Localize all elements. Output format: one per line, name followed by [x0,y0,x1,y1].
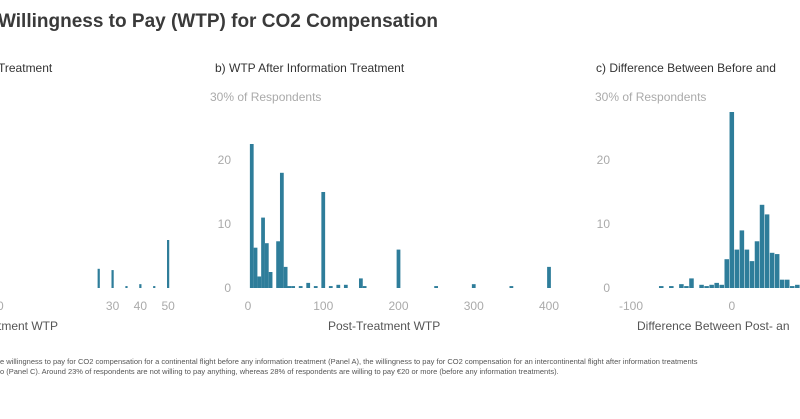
panel-3-bar [779,279,785,288]
panel-2-bar [257,276,262,288]
panel-3-bar [689,278,694,288]
panel-2-bar [276,241,280,288]
panel-2-bar [264,243,269,288]
panel-2-bar [343,284,348,288]
panel-2-bar [291,286,296,288]
figure-title: Willingness to Pay (WTP) for CO2 Compens… [0,11,439,32]
panel-3-bar [714,282,719,288]
panel-3-bar [744,249,750,288]
panel-2-xtick-label: 400 [539,299,559,313]
panel-2-bar [547,266,551,288]
panel-1-xlabel: tment WTP [0,319,58,333]
panel-3-ytick-label: 0 [603,281,610,295]
panel-3-xtick-label: -100 [619,299,643,313]
panel-3-bar [684,286,689,288]
panel-1-xtick-label: 40 [134,299,148,313]
panel-3-bar [704,286,709,288]
panel-1-title: Treatment [0,61,53,75]
panel-2-bar [306,282,311,288]
panel-3-bar [734,249,740,288]
panel-3-bar [774,254,780,288]
panel-1-bar [111,270,114,288]
panel-2-xtick-label: 300 [464,299,484,313]
panel-2-ytick-label: 0 [224,281,231,295]
panel-2-title: b) WTP After Information Treatment [215,61,405,75]
panel-2-xtick-label: 100 [313,299,333,313]
panel-3-bar [719,284,724,288]
panel-2-bar [313,286,318,288]
panel-3-bar [739,230,745,288]
panel-2-bar [249,144,254,288]
panel-3-bar [699,284,704,288]
panel-3-bar [709,284,714,288]
panel-3-bar [749,261,755,288]
panel-3-bar [759,204,765,288]
panel-2-bar [358,278,363,288]
panel-2-bar [509,286,514,288]
panel-1-xtick-label: 0 [0,299,4,313]
panel-3-bar [679,284,684,288]
panel-3-bar [790,286,795,288]
panel-3-bar [729,112,735,288]
panel-2-bar [336,284,341,288]
panel-3-bar [669,286,674,288]
panel-2-bar [261,217,265,288]
panel-2-bar [279,172,284,288]
panel-3-ytick-label: 10 [597,217,611,231]
panel-3-bar [769,252,775,288]
panel-2-xtick-label: 200 [388,299,408,313]
panel-2-bar [471,284,476,288]
panel-3-bar [754,241,760,288]
note-line-2: o (Panel C). Around 23% of respondents a… [0,367,559,376]
panel-2-ytick-label: 10 [218,217,232,231]
panel-3-bar [658,286,664,288]
panel-3-title: c) Difference Between Before and [596,61,776,75]
panel-2-bar [268,272,273,288]
figure-note: e willingness to pay for CO2 compensatio… [0,357,800,377]
panel-3-bar [764,214,770,288]
panel-2-bar [283,266,288,288]
panel-2-bar [321,192,326,288]
panel-2-ytick-label: 20 [218,153,232,167]
panel-3-bar [795,284,800,288]
panel-3-bar [724,259,730,288]
panel-2-bar [287,286,292,288]
panel-1-bar [139,284,142,288]
panel-2-bar [434,286,439,288]
panel-1-xtick-label: 50 [161,299,175,313]
panel-3-ytick-label: 20 [597,153,611,167]
panel-1-bar [125,286,128,288]
note-line-1: e willingness to pay for CO2 compensatio… [0,357,698,366]
panel-2-xlabel: Post-Treatment WTP [328,319,440,333]
panel-3-xlabel: Difference Between Post- an [637,319,790,333]
panel-2-subtitle: 30% of Respondents [210,90,321,104]
panel-2-bar [396,249,401,288]
panel-3-subtitle: 30% of Respondents [595,90,706,104]
panel-3-bar [784,279,790,288]
panel-2-xtick-label: 0 [245,299,252,313]
panel-2-bar [298,286,303,288]
panel-2-bar [328,286,333,288]
panel-3-xtick-label: 0 [728,299,735,313]
panel-2-bar [253,247,258,288]
panel-1-bar [97,268,100,288]
panel-1-bar [167,240,170,288]
panel-1-xtick-label: 30 [106,299,120,313]
panel-1-bar [153,286,156,288]
panel-2-bar [362,286,367,288]
